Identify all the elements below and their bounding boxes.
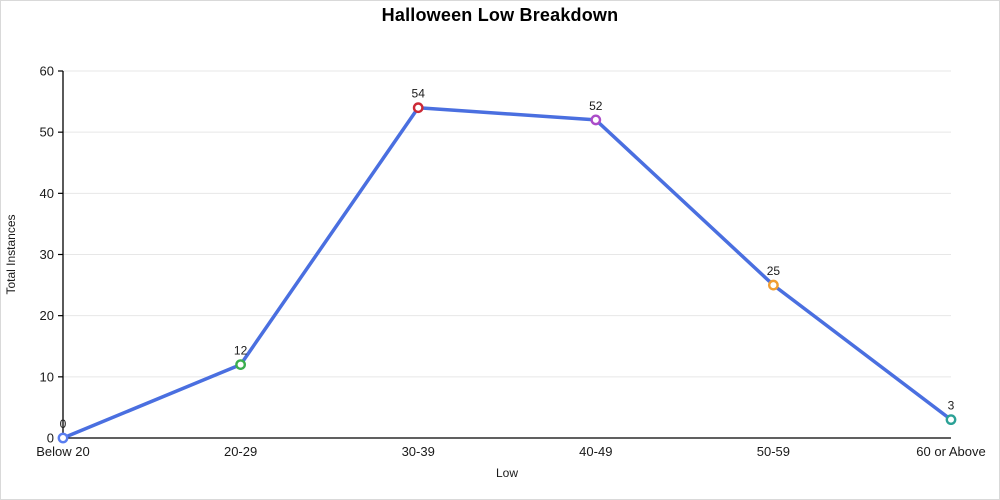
data-point-marker <box>412 102 424 114</box>
data-point-marker <box>235 359 247 370</box>
data-point-label: 3 <box>948 399 955 413</box>
x-category-label: 50-59 <box>757 444 790 459</box>
y-tick-label-60: 60 <box>40 64 54 79</box>
data-point-label: 54 <box>412 87 426 101</box>
y-tick-label-0: 0 <box>47 431 54 446</box>
x-category-label: 40-49 <box>579 444 612 459</box>
data-point-label: 0 <box>60 417 67 431</box>
series-line <box>61 105 953 440</box>
data-point-marker <box>590 114 602 126</box>
data-point-label: 52 <box>589 99 603 113</box>
y-tick-label-20: 20 <box>40 308 54 323</box>
x-category-label: 20-29 <box>224 444 257 459</box>
data-point-label: 12 <box>234 344 248 358</box>
x-category-label: 60 or Above <box>916 444 985 459</box>
y-tick-label-30: 30 <box>40 247 54 262</box>
y-tick-label-50: 50 <box>40 125 54 140</box>
data-point-marker <box>945 414 957 426</box>
x-category-label: Below 20 <box>36 444 89 459</box>
x-category-label: 30-39 <box>402 444 435 459</box>
y-tick-label-40: 40 <box>40 186 54 201</box>
chart-title: Halloween Low Breakdown <box>381 5 619 25</box>
data-point-label: 25 <box>767 264 781 278</box>
y-tick-label-10: 10 <box>40 369 54 384</box>
x-axis-title: Low <box>496 466 518 480</box>
y-axis-title: Total Instances <box>4 214 18 294</box>
data-point-marker <box>768 279 779 291</box>
data-point-marker <box>57 432 69 444</box>
